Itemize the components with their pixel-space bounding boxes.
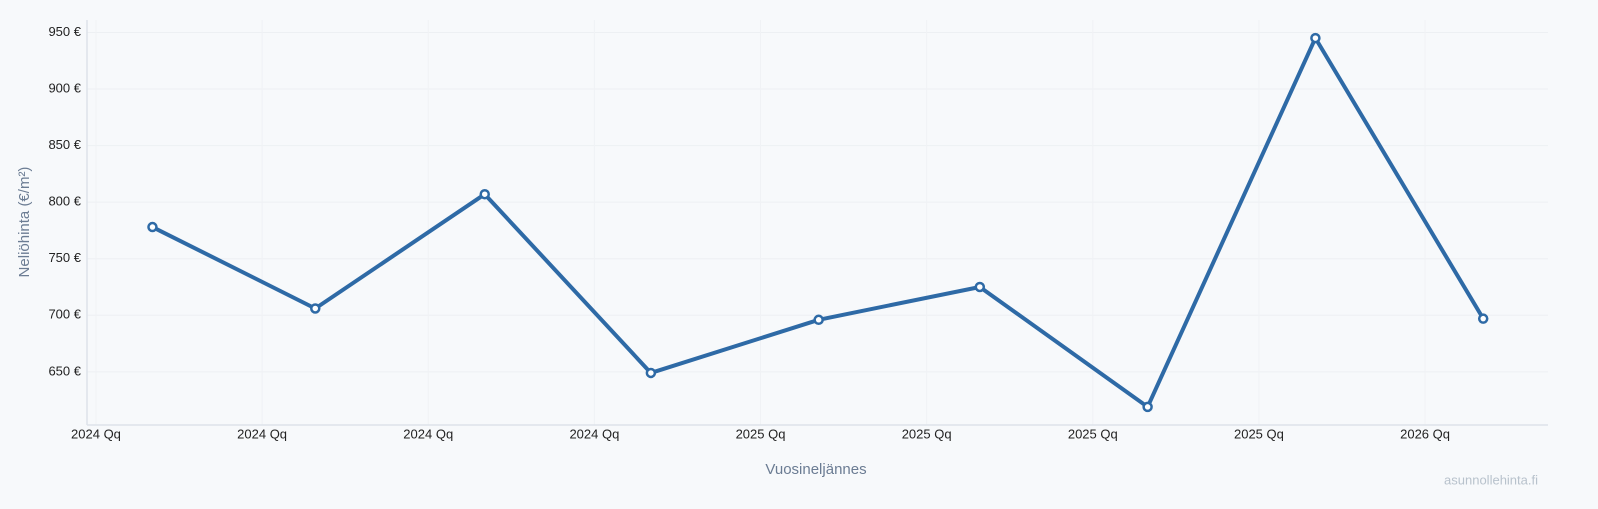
- y-tick-label: 950 €: [48, 24, 81, 39]
- x-tick-label: 2024 Qq: [237, 426, 287, 441]
- x-tick-label: 2025 Qq: [1234, 426, 1284, 441]
- y-tick-label: 800 €: [48, 194, 81, 209]
- x-tick-label: 2025 Qq: [902, 426, 952, 441]
- point: [974, 281, 986, 293]
- watermark: asunnollehinta.fi: [1444, 472, 1538, 487]
- x-axis-title: Vuosineljännes: [765, 461, 866, 478]
- point: [813, 314, 824, 326]
- line: [151, 36, 1485, 409]
- point: [645, 367, 657, 379]
- y-tick-label: 700 €: [48, 307, 81, 322]
- y-tick-label: 900 €: [48, 80, 81, 95]
- x-tick-label: 2026 Qq: [1400, 426, 1450, 441]
- x-tick-label: 2025 Qq: [736, 426, 786, 441]
- point: [310, 303, 321, 314]
- y-tick-label: 750 €: [48, 250, 81, 265]
- point: [479, 188, 490, 200]
- point: [1142, 401, 1153, 413]
- y-tick-label: 850 €: [48, 137, 81, 152]
- x-tick-label: 2024 Qq: [569, 426, 619, 441]
- point: [1477, 313, 1489, 324]
- y-axis-title: Neliöhinta (€/m²): [16, 167, 33, 278]
- x-tick-label: 2024 Qq: [71, 426, 121, 441]
- y-tick-label: 650 €: [48, 363, 81, 378]
- point: [147, 221, 158, 233]
- x-tick-label: 2025 Qq: [1068, 426, 1118, 441]
- point: [1310, 32, 1321, 44]
- x-tick-label: 2024 Qq: [403, 426, 453, 441]
